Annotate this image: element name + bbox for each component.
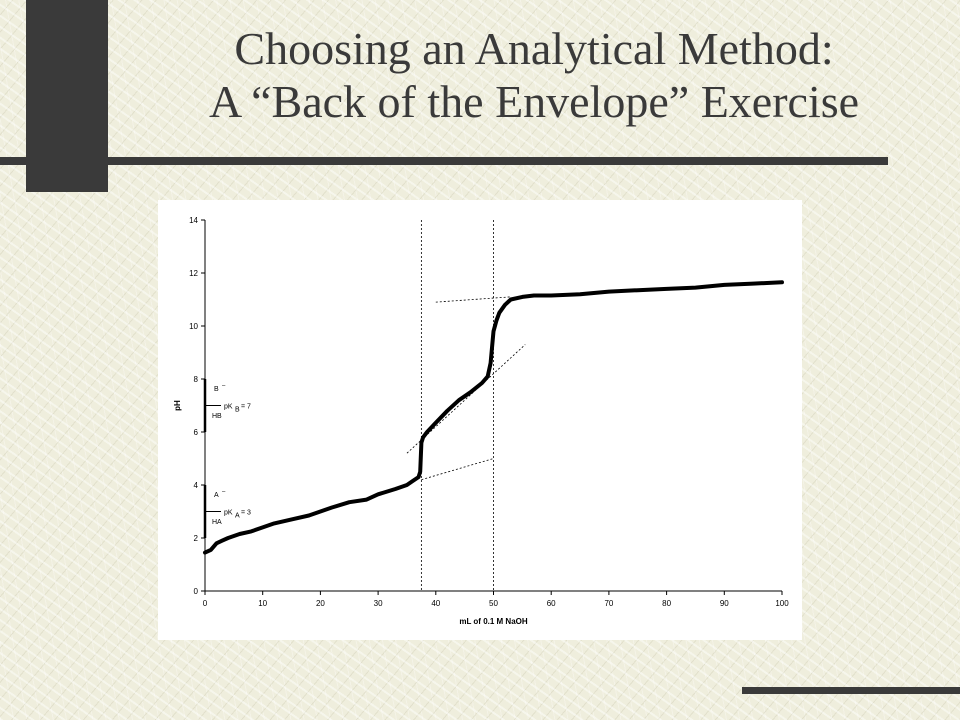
- tangent-line: [421, 458, 494, 481]
- y-tick-label: 14: [189, 216, 198, 225]
- x-tick-label: 50: [489, 599, 498, 608]
- ladder-upper-species: A: [214, 492, 219, 499]
- ladder-upper-charge: –: [222, 383, 226, 389]
- slide-title: Choosing an Analytical Method: A “Back o…: [108, 22, 960, 128]
- x-tick-label: 60: [547, 599, 556, 608]
- ladder-lower-species: HB: [212, 413, 222, 420]
- slide-title-line-2: A “Back of the Envelope” Exercise: [208, 76, 860, 127]
- ladder-pk-subscript: B: [235, 407, 240, 414]
- y-tick-label: 10: [189, 322, 198, 331]
- ladder-upper-charge: –: [222, 489, 226, 495]
- slide-title-line-1: Choosing an Analytical Method:: [234, 23, 834, 74]
- ladder-pk-prefix: pK: [224, 404, 233, 411]
- y-tick-label: 0: [194, 587, 199, 596]
- x-tick-label: 70: [604, 599, 613, 608]
- footer-accent-rule: [742, 687, 960, 694]
- y-tick-label: 6: [194, 428, 199, 437]
- x-tick-label: 90: [720, 599, 729, 608]
- y-tick-label: 8: [194, 375, 199, 384]
- title-underline-rule: [0, 157, 888, 165]
- titration-chart-panel: 0 2 4 6 8 10 12 14 0 10 20 30 40 50 60 70 80 90 100 mL of 0…: [158, 200, 802, 640]
- titration-curve-series: [203, 280, 784, 555]
- ladder-pk-value: = 3: [241, 510, 251, 517]
- ladder-pk-subscript: A: [235, 513, 240, 520]
- tangent-line: [435, 296, 511, 303]
- x-tick-label: 40: [431, 599, 440, 608]
- y-axis-label: pH: [173, 400, 182, 411]
- ladder-lower-species: HA: [212, 519, 222, 526]
- x-tick-label: 20: [316, 599, 325, 608]
- ladder-pk-prefix: pK: [224, 510, 233, 517]
- x-tick-label: 30: [374, 599, 383, 608]
- y-tick-label: 2: [194, 534, 199, 543]
- ladder-upper-species: B: [214, 386, 219, 393]
- titration-curve-chart: 0 2 4 6 8 10 12 14 0 10 20 30 40 50 60 70 80 90 100 mL of 0…: [173, 216, 789, 626]
- x-tick-label: 10: [258, 599, 267, 608]
- x-axis-label: mL of 0.1 M NaOH: [459, 617, 528, 626]
- tangent-line: [406, 344, 526, 454]
- y-tick-label: 4: [194, 481, 199, 490]
- x-tick-label: 0: [203, 599, 208, 608]
- x-tick-label: 100: [775, 599, 789, 608]
- y-tick-label: 12: [189, 269, 198, 278]
- x-tick-label: 80: [662, 599, 671, 608]
- ladder-pk-value: = 7: [241, 404, 251, 411]
